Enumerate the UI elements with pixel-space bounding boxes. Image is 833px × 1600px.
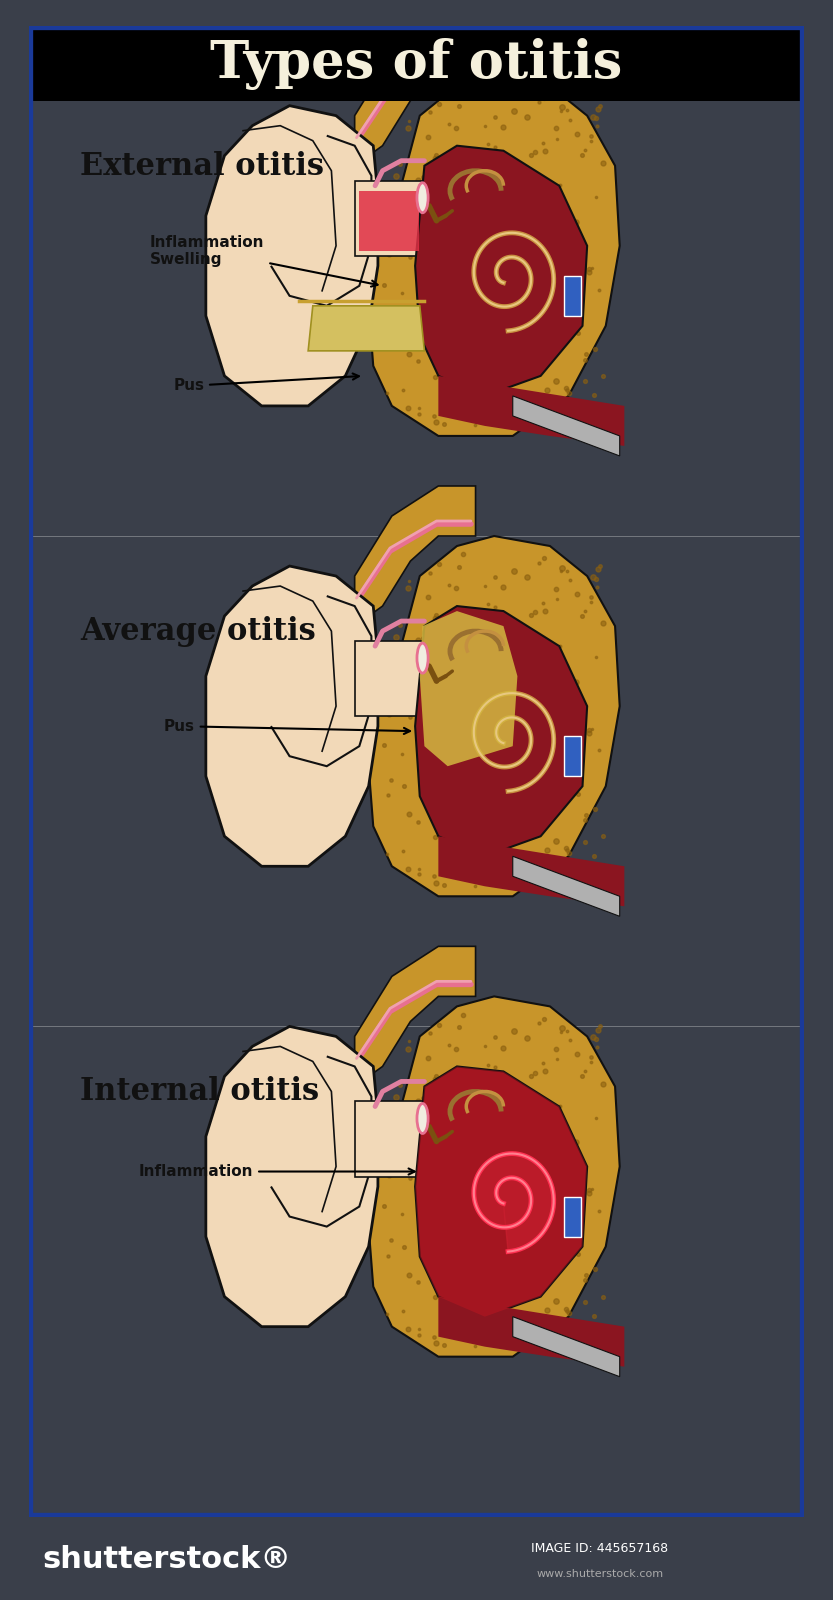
Polygon shape <box>474 1154 554 1251</box>
Ellipse shape <box>417 182 428 213</box>
Bar <box>564 736 581 776</box>
Text: Average otitis: Average otitis <box>80 616 316 646</box>
Bar <box>355 181 424 256</box>
Polygon shape <box>420 611 517 766</box>
Polygon shape <box>369 997 620 1357</box>
Text: Pus: Pus <box>173 373 359 394</box>
Polygon shape <box>355 946 476 1086</box>
Polygon shape <box>438 376 625 446</box>
Polygon shape <box>415 146 587 395</box>
Polygon shape <box>513 395 620 456</box>
Bar <box>29 26 804 101</box>
Text: shutterstock®: shutterstock® <box>42 1546 291 1574</box>
Text: Types of otitis: Types of otitis <box>210 38 622 90</box>
Polygon shape <box>206 566 378 866</box>
Ellipse shape <box>417 1104 428 1133</box>
Bar <box>359 190 419 251</box>
Polygon shape <box>355 26 476 166</box>
Text: www.shutterstock.com: www.shutterstock.com <box>536 1570 663 1579</box>
Polygon shape <box>415 1067 587 1317</box>
Polygon shape <box>415 1067 587 1317</box>
Bar <box>355 642 424 717</box>
Bar <box>564 1197 581 1237</box>
Ellipse shape <box>417 643 428 674</box>
Polygon shape <box>438 1296 625 1366</box>
Polygon shape <box>415 606 587 856</box>
Bar <box>564 275 581 315</box>
Text: External otitis: External otitis <box>80 150 324 182</box>
Polygon shape <box>369 536 620 896</box>
Text: IMAGE ID: 445657168: IMAGE ID: 445657168 <box>531 1541 668 1555</box>
Text: Pus: Pus <box>164 718 410 734</box>
Polygon shape <box>355 486 476 626</box>
Polygon shape <box>513 856 620 917</box>
Text: Inflammation
Swelling: Inflammation Swelling <box>150 235 377 286</box>
Bar <box>355 1101 424 1176</box>
Polygon shape <box>206 1027 378 1326</box>
Polygon shape <box>308 306 424 350</box>
Polygon shape <box>513 1317 620 1376</box>
Polygon shape <box>438 837 625 906</box>
Polygon shape <box>206 106 378 406</box>
Polygon shape <box>369 75 620 435</box>
Text: Internal otitis: Internal otitis <box>80 1077 319 1107</box>
Text: Inflammation: Inflammation <box>139 1165 415 1179</box>
